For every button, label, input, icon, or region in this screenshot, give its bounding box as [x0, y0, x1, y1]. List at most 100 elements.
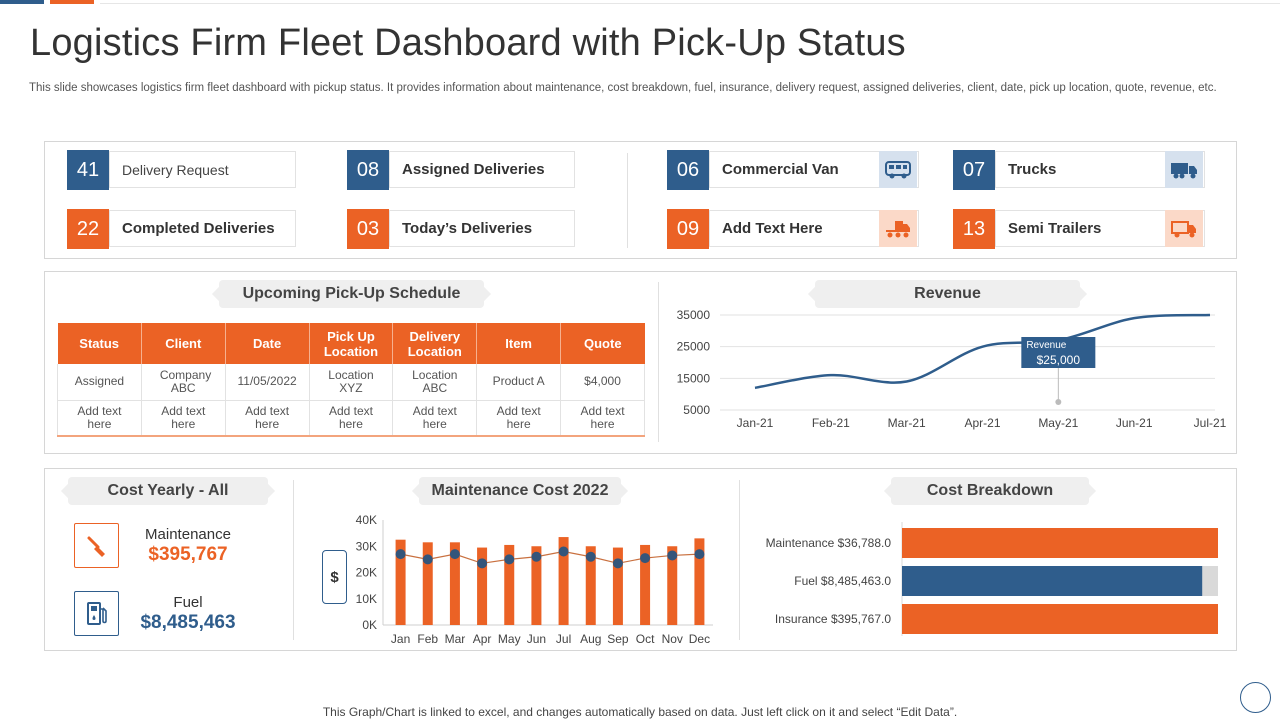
delivery-truck-icon	[1165, 210, 1203, 247]
cost-breakdown-chart[interactable]: Maintenance $36,788.0 Fuel $8,485,463.0 In…	[745, 520, 1230, 640]
trend-point	[504, 554, 515, 565]
x-tick-label: Oct	[636, 632, 655, 646]
kpi-value: 06	[667, 150, 709, 190]
x-tick-label: Jan-21	[737, 416, 774, 430]
y-tick-label: 30K	[356, 539, 377, 553]
kpi-completed-deliveries[interactable]: 22 Completed Deliveries	[67, 209, 297, 249]
bar	[395, 539, 406, 625]
bar-label: Maintenance $36,788.0	[766, 536, 892, 550]
table-cell: Add text here	[225, 400, 310, 437]
kpi-label: Completed Deliveries	[109, 210, 296, 247]
y-tick-label: 40K	[356, 513, 377, 527]
schedule-title: Upcoming Pick-Up Schedule	[219, 280, 484, 308]
bar-label: Insurance $395,767.0	[775, 612, 891, 626]
kpi-label: Trucks	[995, 151, 1205, 188]
bar	[585, 546, 596, 625]
table-cell: $4,000	[560, 364, 645, 401]
table-cell: Add text here	[560, 400, 645, 437]
accent-bar-orange	[50, 0, 94, 4]
annotation-dot	[1055, 399, 1062, 405]
trend-point	[477, 558, 488, 569]
x-tick-label: Sep	[607, 632, 629, 646]
bar	[504, 544, 515, 625]
kpi-label: Delivery Request	[109, 151, 296, 188]
kpi-label: Today’s Deliveries	[389, 210, 575, 247]
table-cell: 11/05/2022	[225, 364, 310, 401]
table-cell: Add text here	[57, 400, 142, 437]
x-tick-label: Apr-21	[964, 416, 1000, 430]
kpi-todays-deliveries[interactable]: 03 Today’s Deliveries	[347, 209, 577, 249]
truck-icon	[1165, 151, 1203, 188]
trend-point	[449, 549, 460, 560]
y-tick-label: 20K	[356, 566, 377, 580]
table-cell: Location ABC	[392, 364, 478, 401]
bar	[422, 542, 433, 625]
kpi-value: 07	[953, 150, 995, 190]
y-tick-label: 10K	[356, 592, 377, 606]
bar	[694, 538, 705, 625]
fuel-label: Fuel	[173, 594, 203, 611]
x-tick-label: Mar	[445, 632, 466, 646]
x-tick-label: Feb	[417, 632, 438, 646]
revenue-chart[interactable]: 35000 25000 15000 5000 Jan-21 Feb-21 Mar-21 Apr…	[660, 300, 1230, 445]
x-tick-label: Aug	[580, 632, 601, 646]
maintenance-label: Maintenance	[145, 526, 231, 543]
x-tick-label: Jul-21	[1194, 416, 1227, 430]
bar	[477, 547, 488, 625]
table-cell: Add text here	[309, 400, 394, 437]
x-tick-label: Feb-21	[812, 416, 850, 430]
bar	[558, 537, 569, 625]
bar-label: Fuel $8,485,463.0	[794, 574, 891, 588]
kpi-delivery-request[interactable]: 41 Delivery Request	[67, 150, 297, 190]
x-tick-label: May-21	[1038, 416, 1078, 430]
kpi-value: 09	[667, 209, 709, 249]
kpi-add-text[interactable]: 09 Add Text Here	[667, 209, 919, 249]
trend-point	[694, 549, 705, 560]
header-date: Date	[225, 323, 310, 364]
x-tick-label: May	[498, 632, 521, 646]
header-quote: Quote	[560, 323, 645, 364]
kpi-panel	[44, 141, 1237, 259]
bar	[449, 542, 460, 625]
top-rule	[100, 3, 1280, 4]
maintenance-cost-chart[interactable]: 0K 10K 20K 30K 40K Jan Feb Mar Apr May Jun Jul Aug Se…	[345, 510, 725, 650]
y-tick-label: 0K	[362, 618, 377, 632]
dollar-badge: $	[322, 550, 347, 604]
van-icon	[879, 151, 917, 188]
kpi-semi-trailers[interactable]: 13 Semi Trailers	[953, 209, 1205, 249]
table-row: Add text here Add text here Add text her…	[57, 400, 645, 437]
trend-point	[531, 551, 542, 562]
kpi-trucks[interactable]: 07 Trucks	[953, 150, 1205, 190]
maintenance-value: $395,767	[148, 544, 228, 565]
trend-point	[612, 558, 623, 569]
fuel-value: $8,485,463	[140, 612, 236, 633]
header-client: Client	[141, 323, 226, 364]
table-cell: Add text here	[141, 400, 226, 437]
cost-divider-1	[293, 480, 294, 640]
screwdriver-icon	[74, 523, 119, 568]
kpi-value: 08	[347, 150, 389, 190]
bar	[612, 547, 623, 625]
trend-point	[585, 551, 596, 562]
cost-breakdown-title: Cost Breakdown	[891, 477, 1089, 505]
kpi-label: Assigned Deliveries	[389, 151, 575, 188]
header-delivery-location: Delivery Location	[392, 323, 478, 364]
x-tick-label: Dec	[689, 632, 710, 646]
table-cell: Assigned	[57, 364, 142, 401]
cost-divider-2	[739, 480, 740, 640]
kpi-commercial-van[interactable]: 06 Commercial Van	[667, 150, 919, 190]
corner-circle	[1240, 682, 1271, 713]
bar	[531, 546, 542, 625]
annotation-value: $25,000	[1037, 353, 1081, 367]
kpi-value: 22	[67, 209, 109, 249]
kpi-label: Add Text Here	[709, 210, 919, 247]
fuel-pump-icon	[74, 591, 119, 636]
kpi-assigned-deliveries[interactable]: 08 Assigned Deliveries	[347, 150, 577, 190]
table-cell: Add text here	[392, 400, 478, 437]
table-cell: Company ABC	[141, 364, 226, 401]
footer-note: This Graph/Chart is linked to excel, and…	[322, 705, 958, 719]
schedule-table: Status Client Date Pick Up Location Deli…	[57, 323, 645, 437]
page-subtitle: This slide showcases logistics firm flee…	[29, 82, 1217, 94]
header-status: Status	[57, 323, 142, 364]
annotation-box	[1021, 337, 1096, 368]
